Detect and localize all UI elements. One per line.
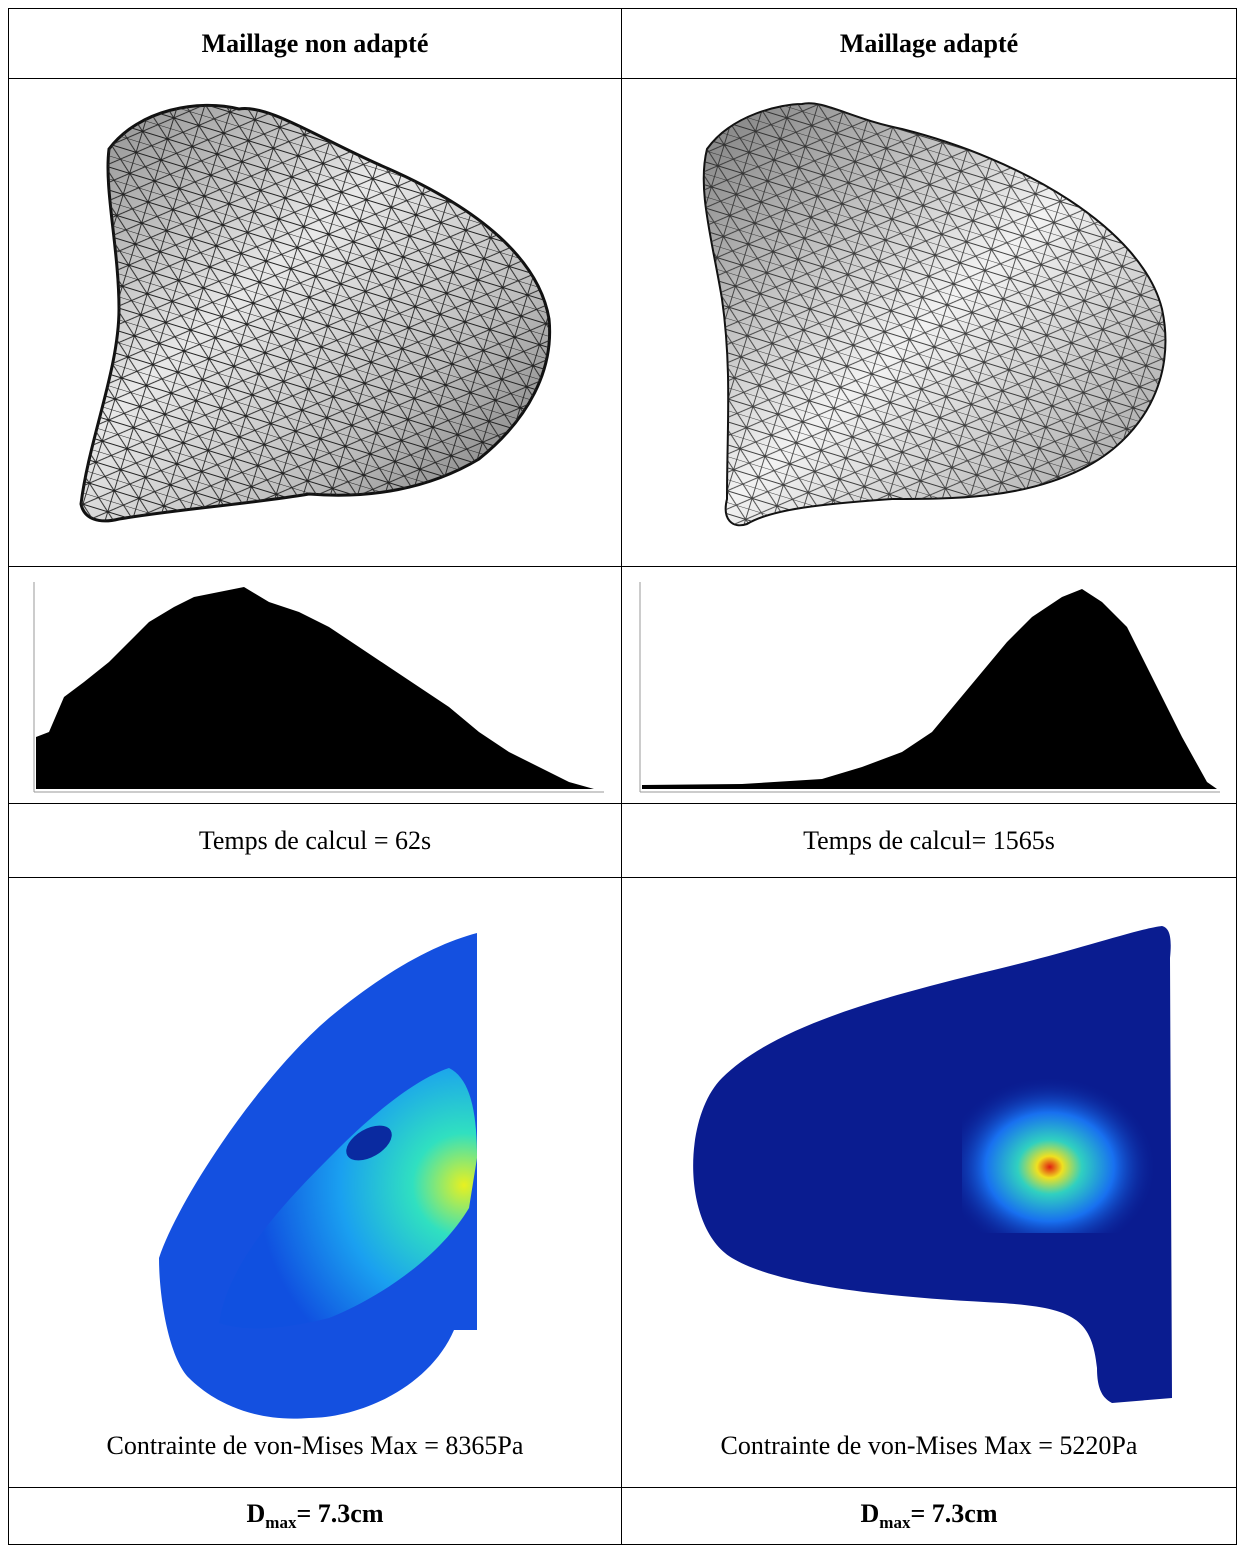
stress-image bbox=[159, 933, 477, 1419]
text-cell: Temps de calcul= 1565s bbox=[621, 803, 1237, 878]
stress-hot bbox=[962, 1068, 1157, 1233]
stress-image bbox=[693, 926, 1172, 1403]
stress-hot bbox=[219, 1068, 477, 1329]
text-cell: Temps de calcul = 62s bbox=[8, 803, 622, 878]
image-cell bbox=[8, 78, 622, 567]
image-cell: Contrainte de von-Mises Max = 5220Pa bbox=[621, 877, 1237, 1488]
stress-shape bbox=[693, 926, 1172, 1403]
time-text: Temps de calcul= 1565s bbox=[803, 825, 1055, 855]
dmax-text: Dmax= 7.3cm bbox=[247, 1499, 384, 1533]
caption: Contrainte de von-Mises Max = 8365Pa bbox=[106, 1431, 524, 1460]
histogram-shape bbox=[36, 587, 594, 789]
dmax-subscript: max bbox=[879, 1513, 911, 1533]
stress-hole bbox=[346, 1125, 392, 1161]
image-cell: Contrainte de von-Mises Max = 8365Pa bbox=[8, 877, 622, 1488]
image-cell bbox=[621, 566, 1237, 804]
image-cell bbox=[621, 78, 1237, 567]
image-cell bbox=[8, 566, 622, 804]
dmax-cell: Dmax= 7.3cm bbox=[621, 1487, 1237, 1545]
histogram-image bbox=[33, 582, 604, 793]
mesh-image bbox=[702, 102, 1167, 527]
time-text: Temps de calcul = 62s bbox=[198, 825, 432, 855]
histogram-image bbox=[639, 582, 1220, 793]
header-text: Maillage non adapté bbox=[201, 28, 429, 58]
dmax-subscript: max bbox=[265, 1513, 297, 1533]
dmax-symbol: D bbox=[860, 1498, 880, 1528]
header-text: Maillage adapté bbox=[839, 28, 1019, 58]
header-cell: Maillage non adapté bbox=[8, 8, 622, 79]
caption: Contrainte de von-Mises Max = 5220Pa bbox=[720, 1431, 1138, 1460]
header-cell: Maillage adapté bbox=[621, 8, 1237, 79]
histogram-shape bbox=[642, 589, 1217, 789]
mesh-lines bbox=[81, 105, 550, 521]
dmax-cell: Dmax= 7.3cm bbox=[8, 1487, 622, 1545]
dmax-symbol: D bbox=[246, 1498, 266, 1528]
mesh-image bbox=[79, 103, 552, 523]
dmax-text: Dmax= 7.3cm bbox=[861, 1499, 998, 1533]
dmax-value: = 7.3cm bbox=[910, 1498, 998, 1528]
dmax-value: = 7.3cm bbox=[296, 1498, 384, 1528]
mesh-lines bbox=[703, 103, 1166, 526]
